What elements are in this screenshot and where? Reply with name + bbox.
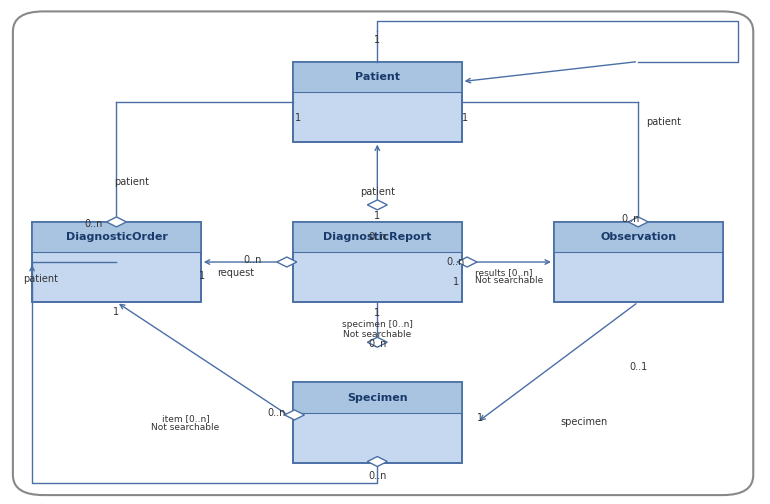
Text: 1: 1 bbox=[374, 211, 380, 221]
Text: 0..n: 0..n bbox=[621, 214, 640, 224]
Text: 0..n: 0..n bbox=[84, 219, 102, 229]
Text: Patient: Patient bbox=[355, 72, 400, 82]
Text: 1: 1 bbox=[113, 307, 119, 317]
Polygon shape bbox=[367, 337, 387, 347]
Text: 1: 1 bbox=[374, 35, 380, 45]
FancyBboxPatch shape bbox=[32, 222, 201, 253]
Text: DiagnosticOrder: DiagnosticOrder bbox=[65, 232, 167, 242]
Text: 0..n: 0..n bbox=[244, 255, 263, 265]
Polygon shape bbox=[284, 410, 304, 420]
Polygon shape bbox=[367, 200, 387, 210]
Text: item [0..n]: item [0..n] bbox=[162, 414, 209, 423]
Text: Observation: Observation bbox=[600, 232, 676, 242]
FancyBboxPatch shape bbox=[32, 222, 201, 302]
Text: Not searchable: Not searchable bbox=[343, 330, 411, 339]
Text: 0..n: 0..n bbox=[368, 232, 387, 242]
Polygon shape bbox=[628, 217, 648, 227]
FancyBboxPatch shape bbox=[293, 383, 462, 413]
Text: 1: 1 bbox=[462, 113, 468, 122]
FancyBboxPatch shape bbox=[293, 61, 462, 142]
Text: 1: 1 bbox=[453, 277, 459, 287]
FancyBboxPatch shape bbox=[293, 222, 462, 253]
Text: 1: 1 bbox=[199, 271, 206, 281]
FancyBboxPatch shape bbox=[293, 383, 462, 463]
Polygon shape bbox=[457, 257, 477, 267]
Text: Not searchable: Not searchable bbox=[475, 276, 543, 285]
Text: patient: patient bbox=[360, 187, 395, 197]
Text: DiagnosticReport: DiagnosticReport bbox=[323, 232, 431, 242]
Text: specimen [0..n]: specimen [0..n] bbox=[342, 320, 413, 329]
Text: Specimen: Specimen bbox=[347, 393, 407, 403]
Text: 0..1: 0..1 bbox=[629, 362, 648, 372]
Text: patient: patient bbox=[114, 177, 149, 187]
Text: 0..n: 0..n bbox=[368, 471, 387, 481]
Text: 0..n: 0..n bbox=[447, 257, 465, 267]
FancyBboxPatch shape bbox=[554, 222, 722, 302]
Text: results [0..n]: results [0..n] bbox=[475, 268, 532, 277]
Text: patient: patient bbox=[646, 117, 681, 127]
Text: 0..n: 0..n bbox=[267, 408, 285, 418]
FancyBboxPatch shape bbox=[293, 61, 462, 92]
Text: 1: 1 bbox=[294, 113, 300, 122]
Polygon shape bbox=[367, 457, 387, 467]
Text: specimen: specimen bbox=[561, 417, 608, 427]
Text: patient: patient bbox=[23, 274, 58, 284]
Polygon shape bbox=[106, 217, 126, 227]
Polygon shape bbox=[277, 257, 296, 267]
FancyBboxPatch shape bbox=[554, 222, 722, 253]
FancyBboxPatch shape bbox=[293, 222, 462, 302]
Text: Not searchable: Not searchable bbox=[152, 423, 219, 432]
Text: 1: 1 bbox=[477, 413, 484, 423]
Text: 0..n: 0..n bbox=[368, 339, 387, 349]
Text: request: request bbox=[217, 268, 254, 278]
Text: 1: 1 bbox=[374, 308, 380, 318]
